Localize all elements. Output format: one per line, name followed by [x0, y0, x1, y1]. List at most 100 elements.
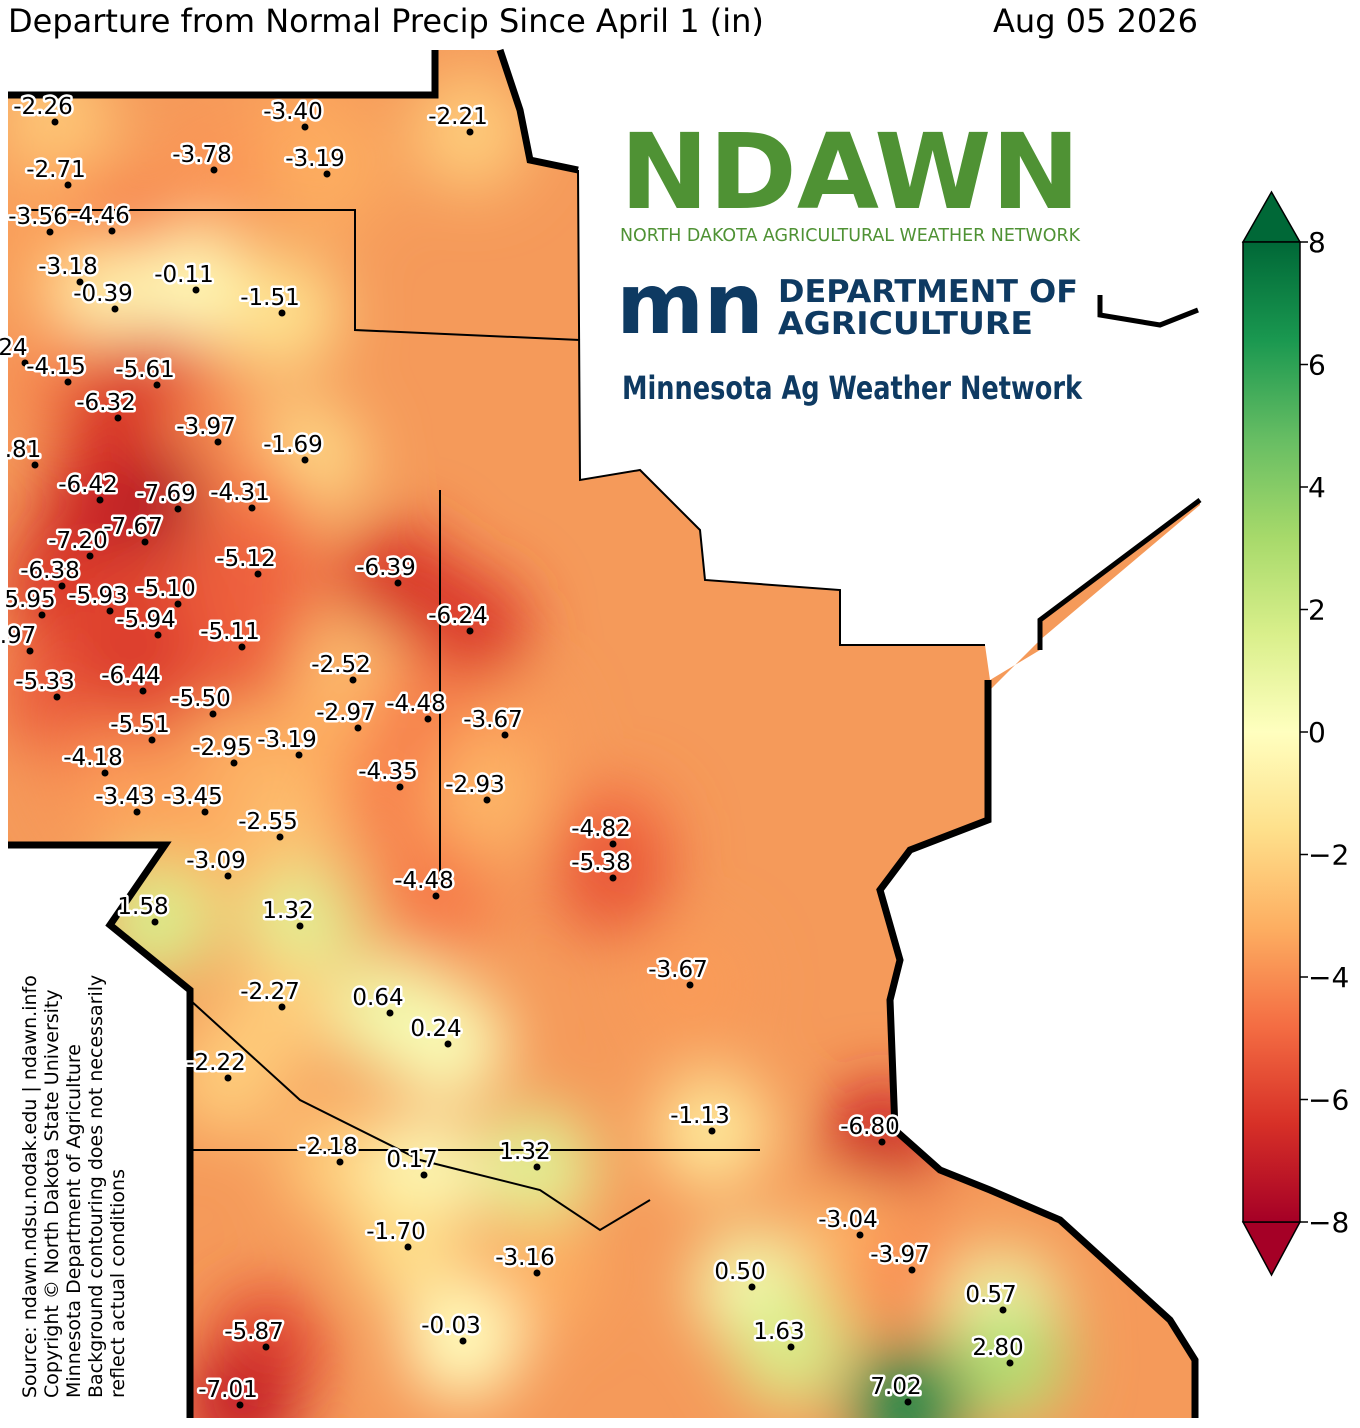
- station-dot: [336, 1158, 344, 1166]
- station-label: -3.04: [818, 1207, 878, 1233]
- station-label: -5.10: [136, 576, 196, 602]
- station-label: -3.67: [648, 957, 708, 983]
- station-dot: [96, 496, 104, 504]
- station-label: -5.61: [115, 357, 175, 383]
- station-dot: [238, 643, 246, 651]
- station-dot: [533, 1163, 541, 1171]
- station-label: .97: [0, 623, 36, 649]
- station-dot: [21, 359, 29, 367]
- station-dot: [1006, 1359, 1014, 1367]
- station-dot: [153, 381, 161, 389]
- station-dot: [609, 874, 617, 882]
- station-dot: [254, 570, 262, 578]
- station-label: -5.87: [224, 1319, 284, 1345]
- station-label: -3.97: [176, 414, 236, 440]
- station-label: -0.03: [421, 1313, 481, 1339]
- station-dot: [296, 922, 304, 930]
- station-label: -5.38: [571, 850, 631, 876]
- station-dot: [396, 783, 404, 791]
- map-date: Aug 05 2026: [993, 2, 1198, 40]
- station-dot: [224, 1074, 232, 1082]
- station-label: .81: [5, 437, 42, 463]
- station-label: 1.32: [262, 898, 313, 924]
- mda-line-1: DEPARTMENT OF: [778, 274, 1078, 310]
- station-dot: [141, 538, 149, 546]
- station-dot: [214, 438, 222, 446]
- station-dot: [58, 582, 66, 590]
- station-dot: [533, 1269, 541, 1277]
- station-label: -4.18: [63, 745, 123, 771]
- station-dot: [301, 456, 309, 464]
- station-label: -6.38: [20, 558, 80, 584]
- station-dot: [466, 128, 474, 136]
- station-label: -3.18: [38, 254, 98, 280]
- station-label: -4.35: [358, 759, 418, 785]
- station-dot: [64, 378, 72, 386]
- station-label: 1.32: [499, 1139, 550, 1165]
- station-dot: [432, 892, 440, 900]
- colorbar-tick-label: −4: [1308, 961, 1349, 994]
- colorbar-bottom-extend: [1241, 1221, 1302, 1277]
- station-dot: [101, 769, 109, 777]
- boundaries: [8, 48, 1202, 1418]
- station-label: -4.48: [394, 868, 454, 894]
- station-dot: [609, 840, 617, 848]
- station-dot: [26, 647, 34, 655]
- station-label: -5.51: [110, 712, 170, 738]
- station-label: 0.64: [352, 985, 403, 1011]
- station-dot: [224, 872, 232, 880]
- station-label: -7.20: [48, 528, 108, 554]
- source-line: Minnesota Department of Agriculture: [63, 1044, 85, 1398]
- station-dot: [174, 600, 182, 608]
- station-label: -6.42: [58, 472, 118, 498]
- station-dot: [999, 1306, 1007, 1314]
- station-dot: [192, 286, 200, 294]
- station-label: -6.44: [101, 663, 161, 689]
- station-label: 0.17: [386, 1147, 437, 1173]
- station-label: -5.33: [15, 669, 75, 695]
- mawn-logo: Minnesota Ag Weather Network: [622, 369, 1083, 407]
- station-label: -1.69: [263, 432, 323, 458]
- station-label: -4.15: [26, 354, 86, 380]
- station-dot: [151, 918, 159, 926]
- station-dot: [904, 1398, 912, 1406]
- station-dot: [349, 676, 357, 684]
- colorbar-tick-label: −8: [1308, 1206, 1349, 1239]
- colorbar-tick-label: 6: [1308, 349, 1326, 382]
- station-label: 7.02: [870, 1374, 921, 1400]
- station-label: -3.19: [285, 146, 345, 172]
- station-label: -6.80: [840, 1114, 900, 1140]
- station-dot: [139, 687, 147, 695]
- station-dot: [301, 123, 309, 131]
- station-dot: [174, 505, 182, 513]
- station-dot: [404, 1243, 412, 1251]
- station-dot: [76, 278, 84, 286]
- station-label: -3.45: [163, 784, 223, 810]
- station-dot: [295, 751, 303, 759]
- station-dot: [248, 504, 256, 512]
- station-label: -6.39: [356, 555, 416, 581]
- station-dot: [154, 631, 162, 639]
- station-dot: [262, 1343, 270, 1351]
- station-label: -5.93: [68, 583, 128, 609]
- station-label: -3.16: [495, 1245, 555, 1271]
- station-dot: [53, 693, 61, 701]
- station-dot: [444, 1040, 452, 1048]
- colorbar-tick-label: −2: [1308, 839, 1349, 872]
- station-dot: [51, 118, 59, 126]
- mda-line-2: AGRICULTURE: [778, 306, 1033, 342]
- mn-logo: mn: [616, 255, 763, 353]
- station-dot: [133, 808, 141, 816]
- station-dot: [323, 170, 331, 178]
- station-dot: [106, 607, 114, 615]
- station-label: 1.58: [117, 894, 168, 920]
- station-label: -5.94: [116, 607, 176, 633]
- colorbar: 8 6 4 2 0 −2 −4 −6 −8: [1241, 190, 1349, 1277]
- map-title: Departure from Normal Precip Since April…: [8, 2, 764, 40]
- source-line: Background contouring does not necessari…: [85, 975, 107, 1398]
- station-label: -2.26: [13, 94, 73, 120]
- station-dot: [354, 724, 362, 732]
- station-dot: [64, 181, 72, 189]
- ndawn-subtitle: NORTH DAKOTA AGRICULTURAL WEATHER NETWOR…: [620, 225, 1081, 246]
- stations: -2.26 -3.40 -2.21 -3.78 -3.19 -2.71 -3.56 -4.46…: [0, 92, 1026, 1409]
